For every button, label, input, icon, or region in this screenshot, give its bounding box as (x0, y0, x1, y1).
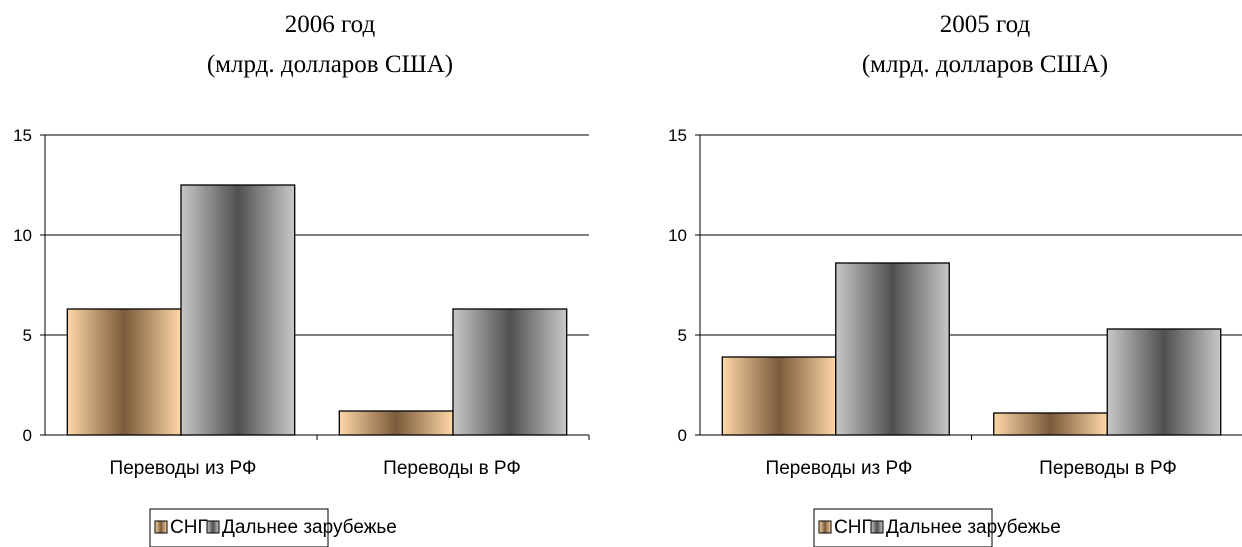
bar-cis (66, 308, 182, 436)
bar-far (1106, 328, 1222, 436)
y-tick-label: 0 (23, 426, 32, 445)
y-tick-label: 10 (13, 226, 32, 245)
bar-far (180, 184, 296, 436)
chart-2006: 2006 год (млрд. долларов США) 0 5 10 15 Пер… (13, 11, 590, 547)
y-tick-label: 5 (678, 326, 687, 345)
y-tick-label: 15 (13, 126, 32, 145)
category-label: Переводы из РФ (110, 458, 257, 479)
y-tick-label: 0 (678, 426, 687, 445)
legend-swatch-far (206, 520, 220, 534)
legend: СНГ Дальнее зарубежье (149, 508, 397, 547)
y-tick-label: 15 (668, 126, 687, 145)
category-label: Переводы в РФ (383, 458, 521, 479)
legend: СНГ Дальнее зарубежье (813, 508, 1061, 547)
plot-area: 0 5 10 15 (668, 126, 1242, 445)
legend-swatch-cis (154, 520, 168, 534)
legend-swatch-far (870, 520, 884, 534)
legend-box (813, 508, 993, 547)
legend-label-far: Дальнее зарубежье (222, 517, 397, 538)
legend-label-cis: СНГ (170, 517, 208, 538)
legend-label-cis: СНГ (834, 517, 872, 538)
bar-cis (993, 412, 1108, 436)
y-tick-label: 10 (668, 226, 687, 245)
bar-cis (338, 410, 454, 436)
legend-box (149, 508, 329, 547)
y-tick-label: 5 (23, 326, 32, 345)
bar-cis (721, 356, 837, 436)
plot-area: 0 5 10 15 (13, 126, 590, 445)
chart-title-line1: 2005 год (940, 11, 1031, 38)
legend-swatch-cis (818, 520, 832, 534)
legend-label-far: Дальнее зарубежье (886, 517, 1061, 538)
category-label: Переводы из РФ (766, 458, 913, 479)
chart-title-line2: (млрд. долларов США) (207, 51, 453, 78)
category-label: Переводы в РФ (1039, 458, 1177, 479)
bar-far (452, 308, 568, 436)
chart-title-line1: 2006 год (285, 11, 376, 38)
bar-far (835, 262, 950, 436)
chart-title-line2: (млрд. долларов США) (862, 51, 1108, 78)
chart-2005: 2005 год (млрд. долларов США) 0 5 10 15 Пер… (668, 11, 1242, 547)
